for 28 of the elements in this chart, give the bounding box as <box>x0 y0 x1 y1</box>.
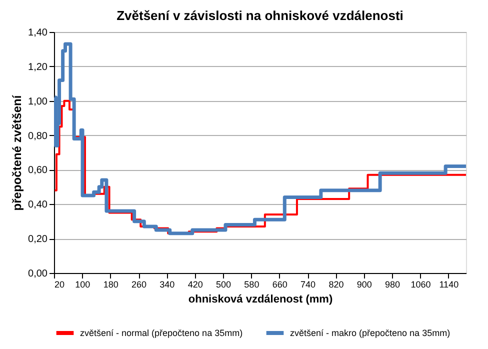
y-tick-label: 0,80 <box>28 130 48 142</box>
x-tick-label: 100 <box>75 280 90 290</box>
chart-title: Zvětšení v závislosti na ohniskové vzdálenosti <box>116 8 404 23</box>
y-tick-label: 0,60 <box>28 165 48 176</box>
x-tick-label: 260 <box>131 280 147 290</box>
y-tick-label: 1,40 <box>28 28 48 38</box>
y-tick-label: 0,00 <box>28 268 48 280</box>
x-tick-label: 900 <box>356 280 372 290</box>
x-tick-label: 740 <box>300 280 316 290</box>
legend-label: zvětšení - makro (přepočteno na 35mm) <box>290 328 450 338</box>
x-tick-label: 660 <box>272 280 288 290</box>
y-tick-label: 1,20 <box>28 62 48 73</box>
x-tick-label: 420 <box>188 280 203 290</box>
y-tick-label: 1,00 <box>28 96 48 108</box>
x-axis-title: ohnisková vzdálenost (mm) <box>188 294 333 306</box>
x-tick-label: 500 <box>216 280 232 290</box>
x-tick-label: 1060 <box>410 280 431 290</box>
x-tick-label: 340 <box>160 280 175 290</box>
y-tick-label: 0,40 <box>28 200 48 211</box>
x-tick-label: 580 <box>244 280 260 290</box>
y-tick-label: 0,20 <box>28 234 48 246</box>
x-tick-label: 20 <box>54 280 65 290</box>
x-tick-label: 180 <box>103 280 118 290</box>
x-tick-label: 820 <box>328 280 344 290</box>
x-tick-label: 980 <box>385 280 400 290</box>
y-axis-title: přepočtené zvětšení <box>10 94 24 211</box>
x-tick-label: 1140 <box>439 280 459 290</box>
legend-label: zvětšení - normal (přepočteno na 35mm) <box>80 328 243 338</box>
